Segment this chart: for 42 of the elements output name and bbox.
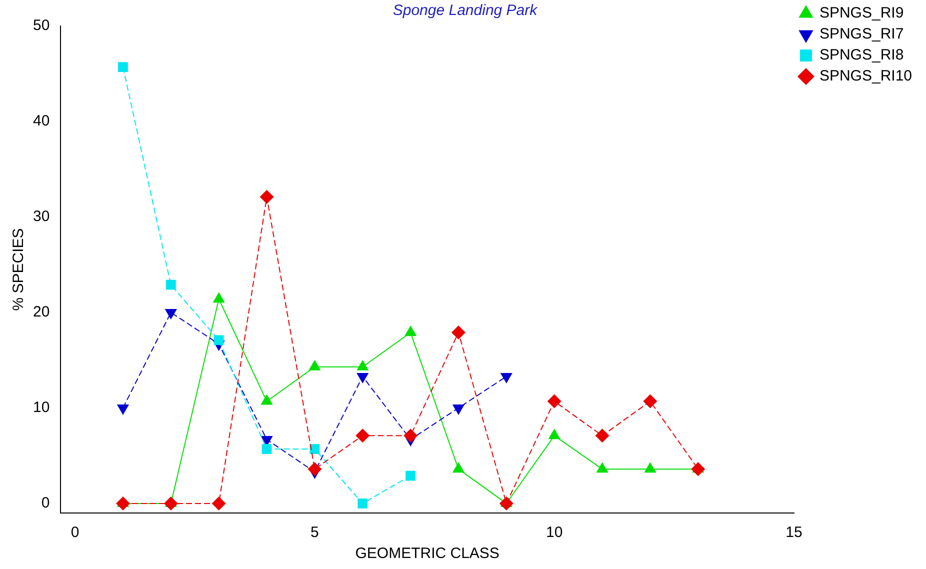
y-tick-label: 10	[32, 399, 50, 416]
point	[356, 428, 370, 443]
point	[691, 462, 706, 476]
legend-label: SPNGS_RI7	[819, 26, 904, 43]
x-tick-label: 5	[310, 524, 319, 542]
y-tick-label: 0	[41, 494, 50, 512]
point	[547, 394, 562, 408]
point	[310, 444, 320, 454]
point	[214, 335, 224, 346]
x-tick-label: 15	[786, 524, 802, 542]
point	[451, 326, 466, 340]
y-axis-title: % SPECIES	[10, 228, 28, 311]
point	[356, 372, 369, 384]
x-axis-title: GEOMETRIC CLASS	[355, 545, 500, 562]
point	[406, 470, 416, 481]
point	[643, 394, 658, 408]
point	[595, 428, 610, 443]
point	[166, 280, 176, 290]
point	[164, 496, 178, 510]
y-tick-label: 30	[32, 208, 50, 226]
point	[164, 308, 177, 320]
chart-title: Sponge Landing Park	[392, 2, 539, 20]
y-tick-label: 50	[32, 17, 50, 34]
point	[212, 496, 226, 510]
point	[404, 428, 418, 443]
point	[452, 404, 465, 415]
point	[116, 404, 130, 415]
x-tick-label: 10	[546, 524, 563, 542]
y-tick-label: 20	[32, 304, 50, 321]
legend-label: SPNGS_RI10	[819, 68, 912, 85]
point	[500, 372, 512, 384]
legend-label: SPNGS_RI8	[819, 46, 904, 64]
point	[260, 190, 274, 204]
point	[358, 498, 368, 508]
point	[499, 496, 514, 510]
legend-label: SPNGS_RI9	[819, 4, 904, 22]
y-tick-label: 40	[32, 112, 50, 130]
point	[308, 462, 322, 476]
point	[118, 62, 128, 72]
point	[116, 496, 130, 510]
x-tick-label: 0	[70, 524, 80, 542]
point	[262, 444, 272, 454]
